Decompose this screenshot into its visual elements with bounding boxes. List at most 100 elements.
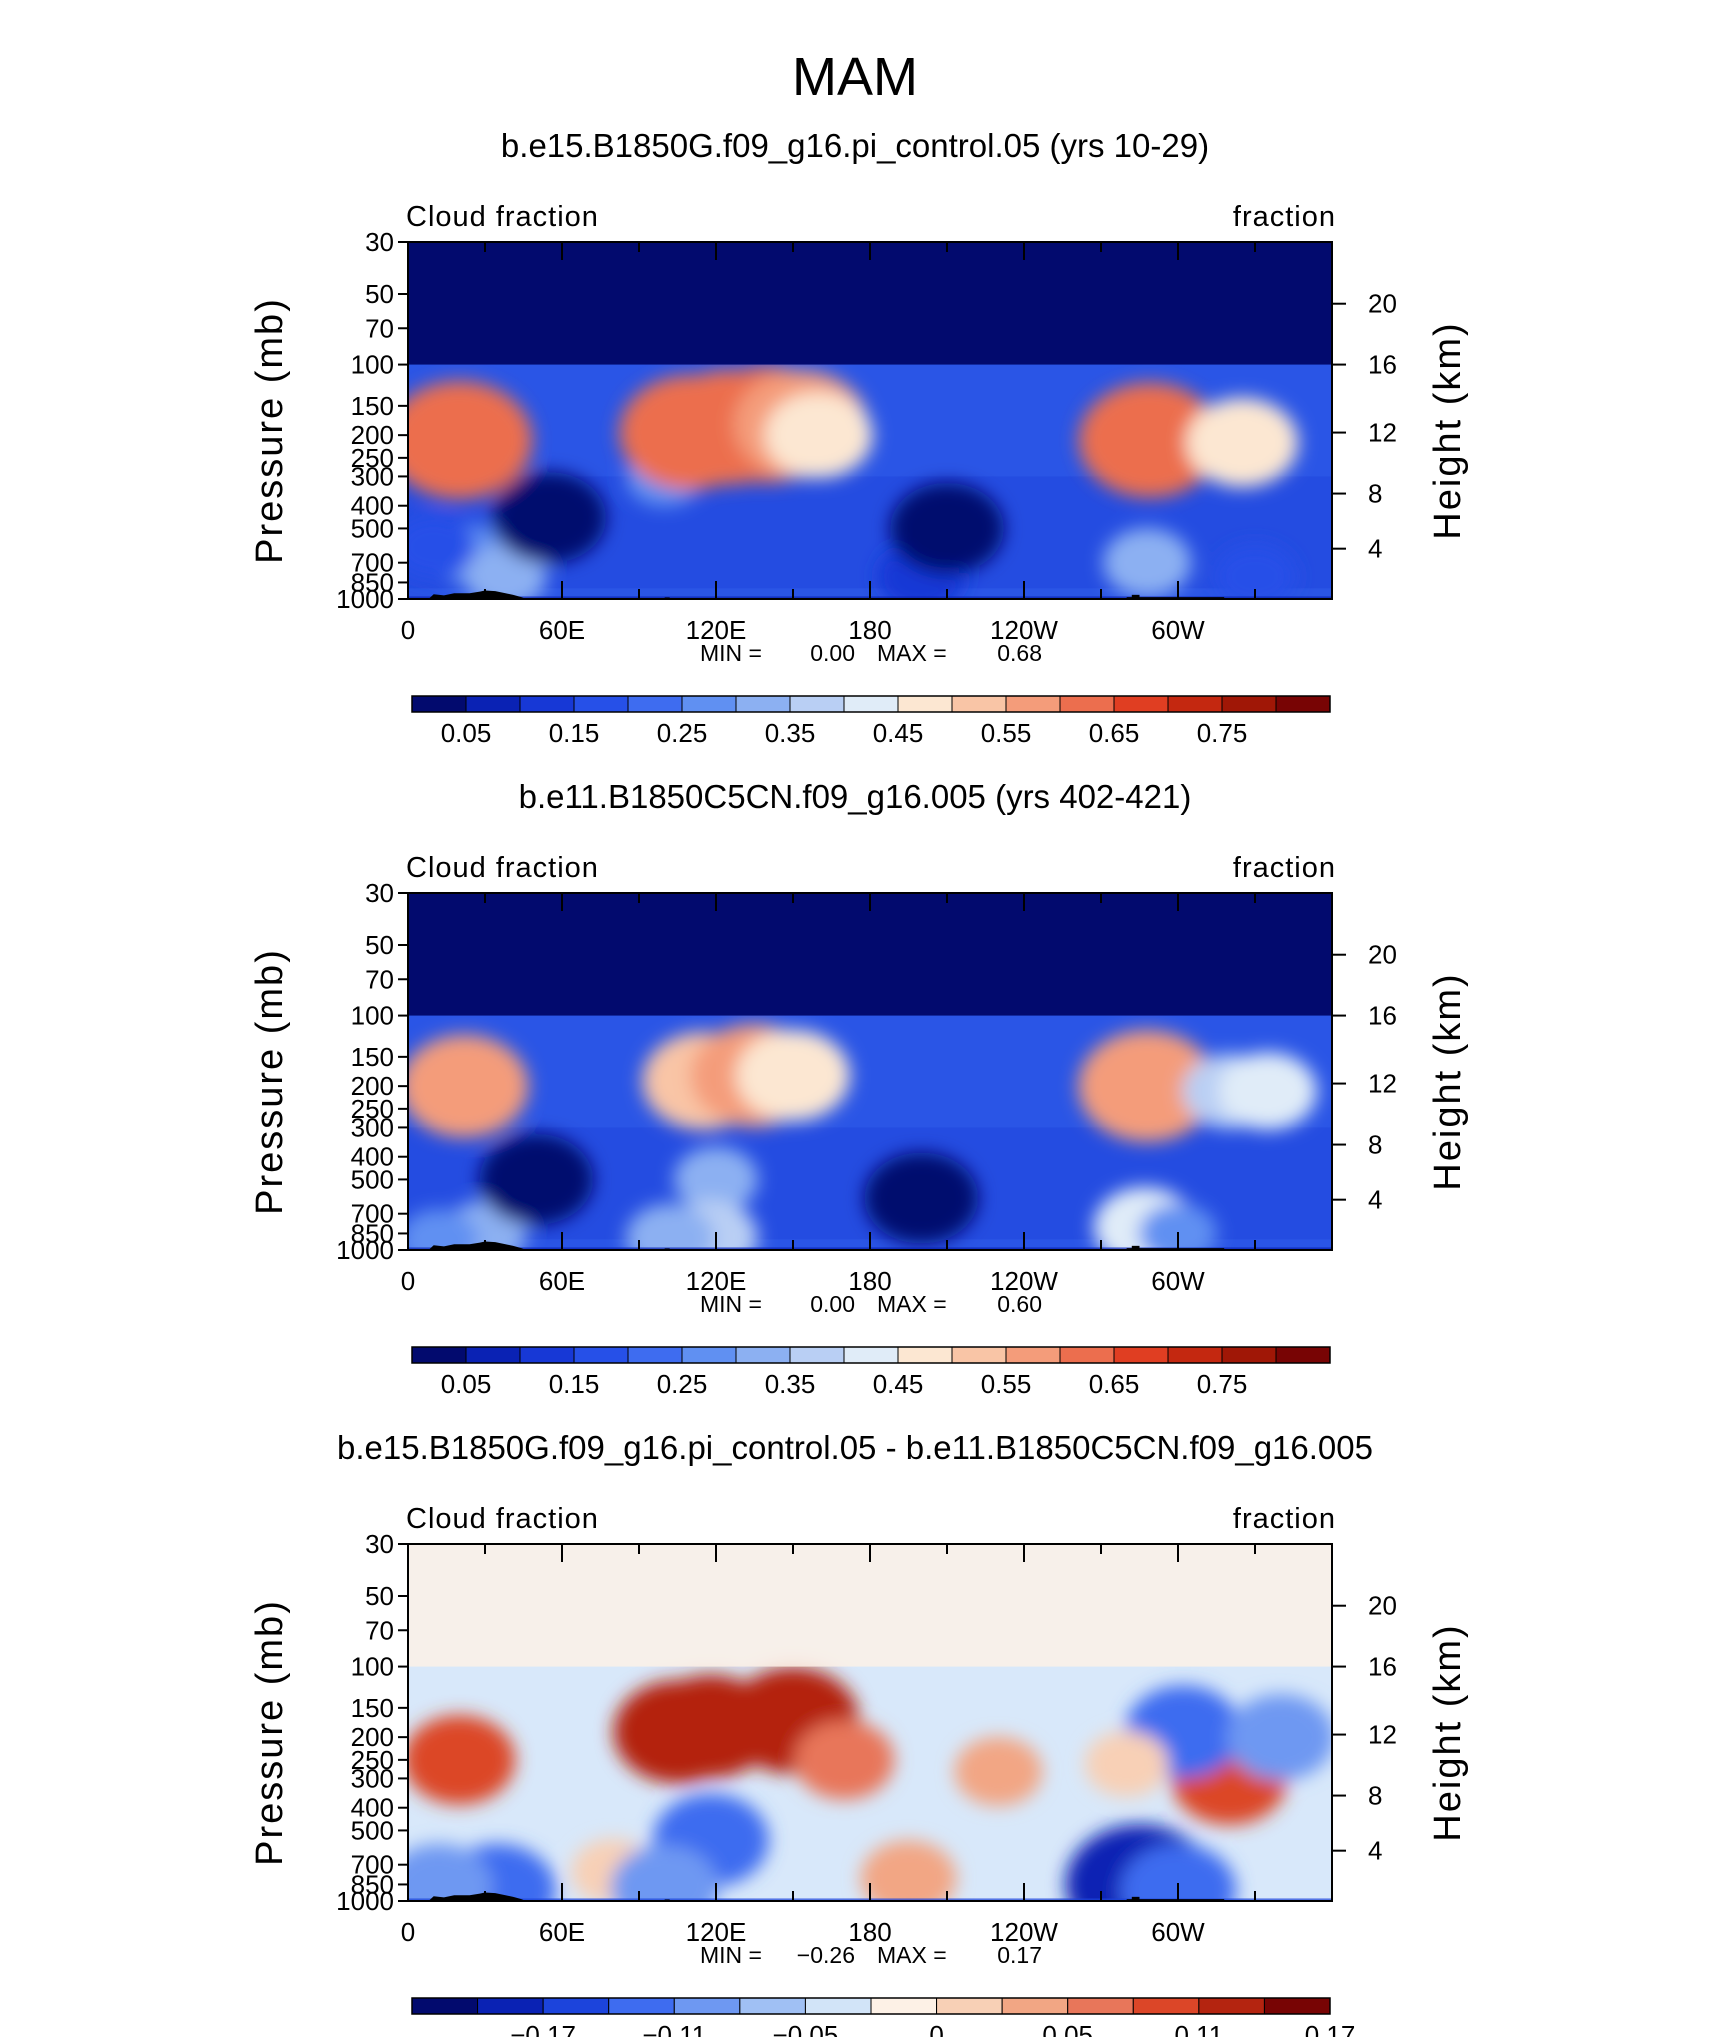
y-tick-label: 150 bbox=[351, 1693, 394, 1723]
chart-title: b.e15.B1850G.f09_g16.pi_control.05 (yrs … bbox=[501, 127, 1209, 164]
colorbar-swatch bbox=[1264, 1998, 1330, 2014]
colorbar: 0.05 0.15 0.25 0.35 0.45 0.55 0.65 0.75 bbox=[412, 1347, 1330, 1399]
plot-area bbox=[400, 893, 1332, 1274]
y-tick-label: 100 bbox=[351, 1001, 394, 1031]
colorbar-swatch bbox=[1168, 1347, 1222, 1363]
x-tick-label: 60E bbox=[539, 615, 585, 645]
y-tick-label: 50 bbox=[365, 1581, 394, 1611]
y-tick-label: 500 bbox=[351, 1815, 394, 1845]
colorbar-swatch bbox=[1006, 1347, 1060, 1363]
y-tick-label: 100 bbox=[351, 350, 394, 380]
y-tick-label: 30 bbox=[365, 878, 394, 908]
right-label: fraction bbox=[1233, 852, 1336, 884]
field-feature bbox=[861, 1840, 957, 1916]
colorbar-swatch bbox=[466, 696, 520, 712]
max-label: MAX = bbox=[877, 1291, 947, 1317]
colorbar-swatch bbox=[574, 1347, 628, 1363]
x-tick-label: 60W bbox=[1151, 615, 1205, 645]
field-feature bbox=[400, 1035, 528, 1138]
colorbar-swatch bbox=[674, 1998, 740, 2014]
field-feature bbox=[479, 1134, 593, 1225]
y-right-tick-label: 8 bbox=[1368, 1781, 1382, 1811]
field-feature bbox=[765, 392, 873, 478]
min-value: 0.00 bbox=[810, 1291, 855, 1317]
colorbar-swatch bbox=[1168, 696, 1222, 712]
colorbar-label: 0.17 bbox=[1305, 2020, 1356, 2037]
colorbar-swatch bbox=[898, 1347, 952, 1363]
colorbar-label: 0 bbox=[929, 2020, 943, 2037]
colorbar-swatch bbox=[1060, 696, 1114, 712]
y-axis-title: Pressure (mb) bbox=[249, 297, 291, 564]
colorbar-swatch bbox=[790, 696, 844, 712]
y-tick-label: 70 bbox=[365, 313, 394, 343]
min-value: 0.00 bbox=[810, 640, 855, 666]
y-right-tick-label: 12 bbox=[1368, 1720, 1397, 1750]
max-value: 0.68 bbox=[997, 640, 1042, 666]
y-tick-label: 150 bbox=[351, 1042, 394, 1072]
colorbar-swatch bbox=[466, 1347, 520, 1363]
y-tick-label: 100 bbox=[351, 1652, 394, 1682]
chart-panel-2: b.e11.B1850C5CN.f09_g16.005 (yrs 402-421… bbox=[249, 778, 1469, 1399]
upper-band bbox=[408, 893, 1332, 1016]
colorbar-swatch bbox=[740, 1998, 806, 2014]
y-tick-label: 500 bbox=[351, 513, 394, 543]
x-tick-label: 60E bbox=[539, 1917, 585, 1947]
colorbar-label: −0.05 bbox=[773, 2020, 839, 2037]
colorbar-swatch bbox=[628, 1347, 682, 1363]
min-label: MIN = bbox=[700, 1942, 762, 1968]
y-right-tick-label: 4 bbox=[1368, 1185, 1382, 1215]
chart-title: b.e15.B1850G.f09_g16.pi_control.05 - b.e… bbox=[337, 1429, 1373, 1466]
x-tick-label: 0 bbox=[401, 1917, 415, 1947]
y-right-axis-title: Height (km) bbox=[1427, 972, 1469, 1190]
colorbar-label: 0.35 bbox=[765, 1369, 816, 1399]
colorbar-swatch bbox=[682, 696, 736, 712]
max-value: 0.17 bbox=[997, 1942, 1042, 1968]
max-label: MAX = bbox=[877, 1942, 947, 1968]
field-feature bbox=[954, 1737, 1042, 1806]
colorbar-swatch bbox=[1133, 1998, 1199, 2014]
y-tick-label: 70 bbox=[365, 1615, 394, 1645]
field-feature bbox=[1219, 1052, 1317, 1130]
field-feature bbox=[403, 1715, 515, 1804]
y-right-tick-label: 20 bbox=[1368, 940, 1397, 970]
colorbar-label: 0.25 bbox=[657, 1369, 708, 1399]
y-tick-label: 1000 bbox=[336, 584, 394, 614]
y-tick-label: 300 bbox=[351, 1763, 394, 1793]
chart-title: b.e11.B1850C5CN.f09_g16.005 (yrs 402-421… bbox=[519, 778, 1192, 815]
y-right-axis-title: Height (km) bbox=[1427, 1623, 1469, 1841]
y-right-tick-label: 4 bbox=[1368, 1836, 1382, 1866]
colorbar-label: 0.15 bbox=[549, 1369, 600, 1399]
field-feature bbox=[626, 1204, 714, 1273]
colorbar: −0.17 −0.11 −0.05 0 0.05 0.11 0.17 bbox=[412, 1998, 1355, 2037]
colorbar-label: 0.65 bbox=[1089, 718, 1140, 748]
colorbar-swatch bbox=[952, 1347, 1006, 1363]
field-feature bbox=[1227, 1694, 1335, 1780]
colorbar-label: −0.17 bbox=[510, 2020, 576, 2037]
left-label: Cloud fraction bbox=[406, 1503, 599, 1535]
right-label: fraction bbox=[1233, 201, 1336, 233]
y-tick-label: 70 bbox=[365, 964, 394, 994]
y-axis-title: Pressure (mb) bbox=[249, 948, 291, 1215]
field-feature bbox=[492, 472, 606, 563]
colorbar-swatch bbox=[1276, 1347, 1330, 1363]
colorbar-label: 0.15 bbox=[549, 718, 600, 748]
y-axis-title: Pressure (mb) bbox=[249, 1599, 291, 1866]
x-tick-label: 60W bbox=[1151, 1266, 1205, 1296]
y-tick-label: 50 bbox=[365, 930, 394, 960]
colorbar-swatch bbox=[871, 1998, 937, 2014]
field-feature bbox=[890, 483, 1004, 574]
colorbar-swatch bbox=[844, 696, 898, 712]
colorbar-swatch bbox=[1276, 696, 1330, 712]
y-tick-label: 30 bbox=[365, 227, 394, 257]
max-label: MAX = bbox=[877, 640, 947, 666]
colorbar-swatch bbox=[1006, 696, 1060, 712]
field-feature bbox=[1085, 1731, 1169, 1797]
y-right-tick-label: 16 bbox=[1368, 350, 1397, 380]
y-right-tick-label: 12 bbox=[1368, 1069, 1397, 1099]
colorbar-swatch bbox=[1068, 1998, 1134, 2014]
colorbar-label: 0.05 bbox=[441, 1369, 492, 1399]
upper-band bbox=[408, 1544, 1332, 1667]
y-right-tick-label: 8 bbox=[1368, 1130, 1382, 1160]
x-tick-label: 0 bbox=[401, 1266, 415, 1296]
